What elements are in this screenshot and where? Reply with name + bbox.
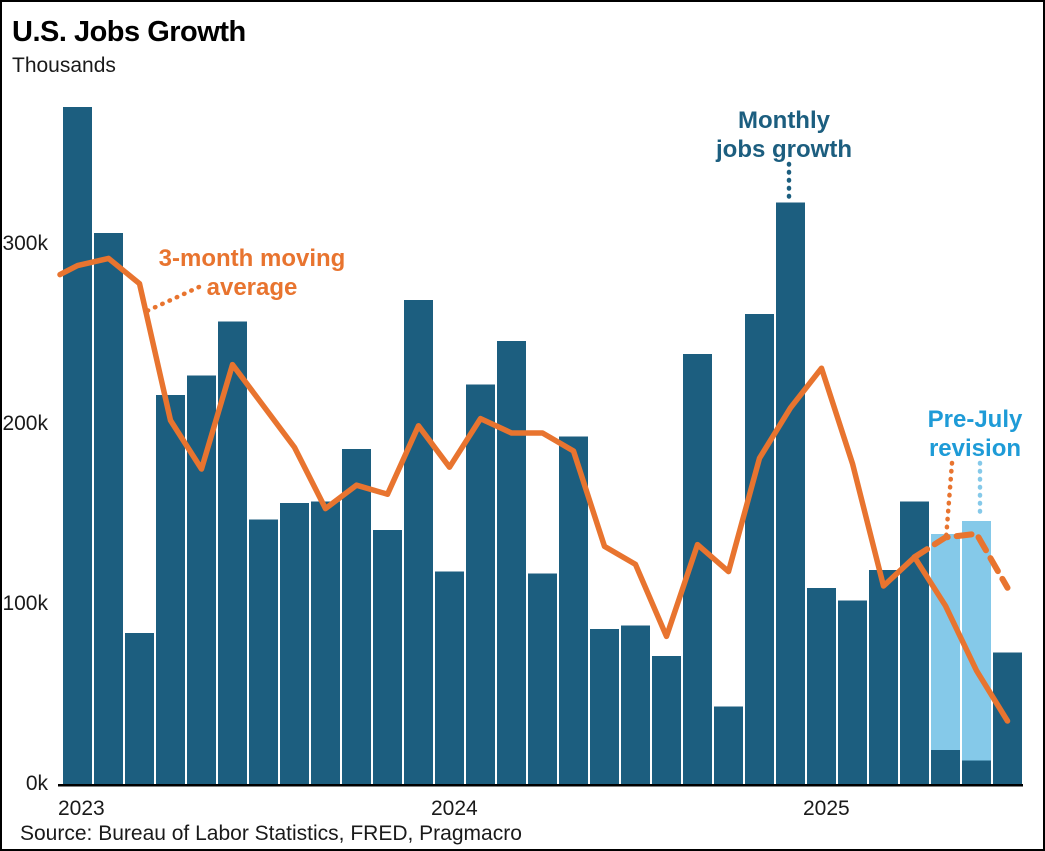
y-axis-tick-100k: 100k [2, 592, 48, 615]
bar-2024-12 [776, 202, 805, 785]
bar-2025-06 [962, 760, 991, 784]
bar-2025-02 [838, 600, 867, 784]
bar-2023-07 [249, 519, 278, 784]
pre-july-revision-label: Pre-July revision [875, 405, 1043, 463]
bar-2023-09 [311, 501, 340, 784]
bar-2023-08 [280, 503, 309, 784]
bar-2023-02 [94, 233, 123, 784]
bar-2024-02 [466, 384, 495, 784]
moving-average-label-line1: 3-month moving [158, 245, 346, 272]
bar-2023-04 [156, 395, 185, 784]
x-axis-tick-2025: 2025 [803, 797, 850, 820]
moving-average-label-leader-dots [144, 284, 202, 314]
monthly-jobs-growth-label-line1: Monthly [738, 107, 830, 134]
page-subtitle: Thousands [12, 54, 116, 77]
bar-2024-06 [590, 629, 619, 784]
moving-average-line [57, 255, 1011, 724]
monthly-jobs-growth-label-line2: jobs growth [716, 136, 852, 163]
bar-2025-05 [931, 749, 960, 784]
source-credit: Source: Bureau of Labor Statistics, FRED… [20, 822, 522, 845]
bar-2025-03 [869, 569, 898, 784]
bar-2025-01 [807, 587, 836, 784]
bar-2024-04 [528, 573, 557, 784]
bar-2023-10 [342, 449, 371, 784]
bar-2024-01 [435, 571, 464, 784]
bar-2023-11 [373, 530, 402, 784]
bar-2024-10 [714, 706, 743, 784]
x-axis-tick-2024: 2024 [431, 797, 478, 820]
bar-2024-08 [652, 656, 681, 784]
page-title: U.S. Jobs Growth [12, 16, 246, 48]
bar-2023-12 [404, 299, 433, 784]
monthly-jobs-growth-label: Monthly jobs growth [684, 106, 884, 164]
moving-average-label: 3-month moving average [152, 244, 352, 302]
pre-revision-moving-average-line [911, 530, 1011, 591]
moving-average-label-line2: average [206, 274, 298, 301]
bar-2023-01 [63, 107, 92, 784]
bar-2025-04 [900, 501, 929, 784]
bar-2024-11 [745, 314, 774, 784]
bar-2024-03 [497, 341, 526, 784]
bar-2023-03 [125, 632, 154, 784]
y-axis-tick-300k: 300k [2, 232, 48, 255]
pre-july-leader-orange-dots [943, 460, 955, 542]
x-axis-line [58, 784, 1023, 787]
x-axis-tick-2023: 2023 [58, 797, 105, 820]
y-axis-tick-0k: 0k [25, 772, 48, 795]
bar-2024-07 [621, 625, 650, 784]
pre-revision-bar-2025-05 [931, 533, 960, 784]
pre-july-revision-label-line1: Pre-July [927, 406, 1023, 433]
bar-2024-05 [559, 436, 588, 784]
y-axis-tick-200k: 200k [2, 412, 48, 435]
pre-july-revision-label-line2: revision [928, 435, 1022, 462]
